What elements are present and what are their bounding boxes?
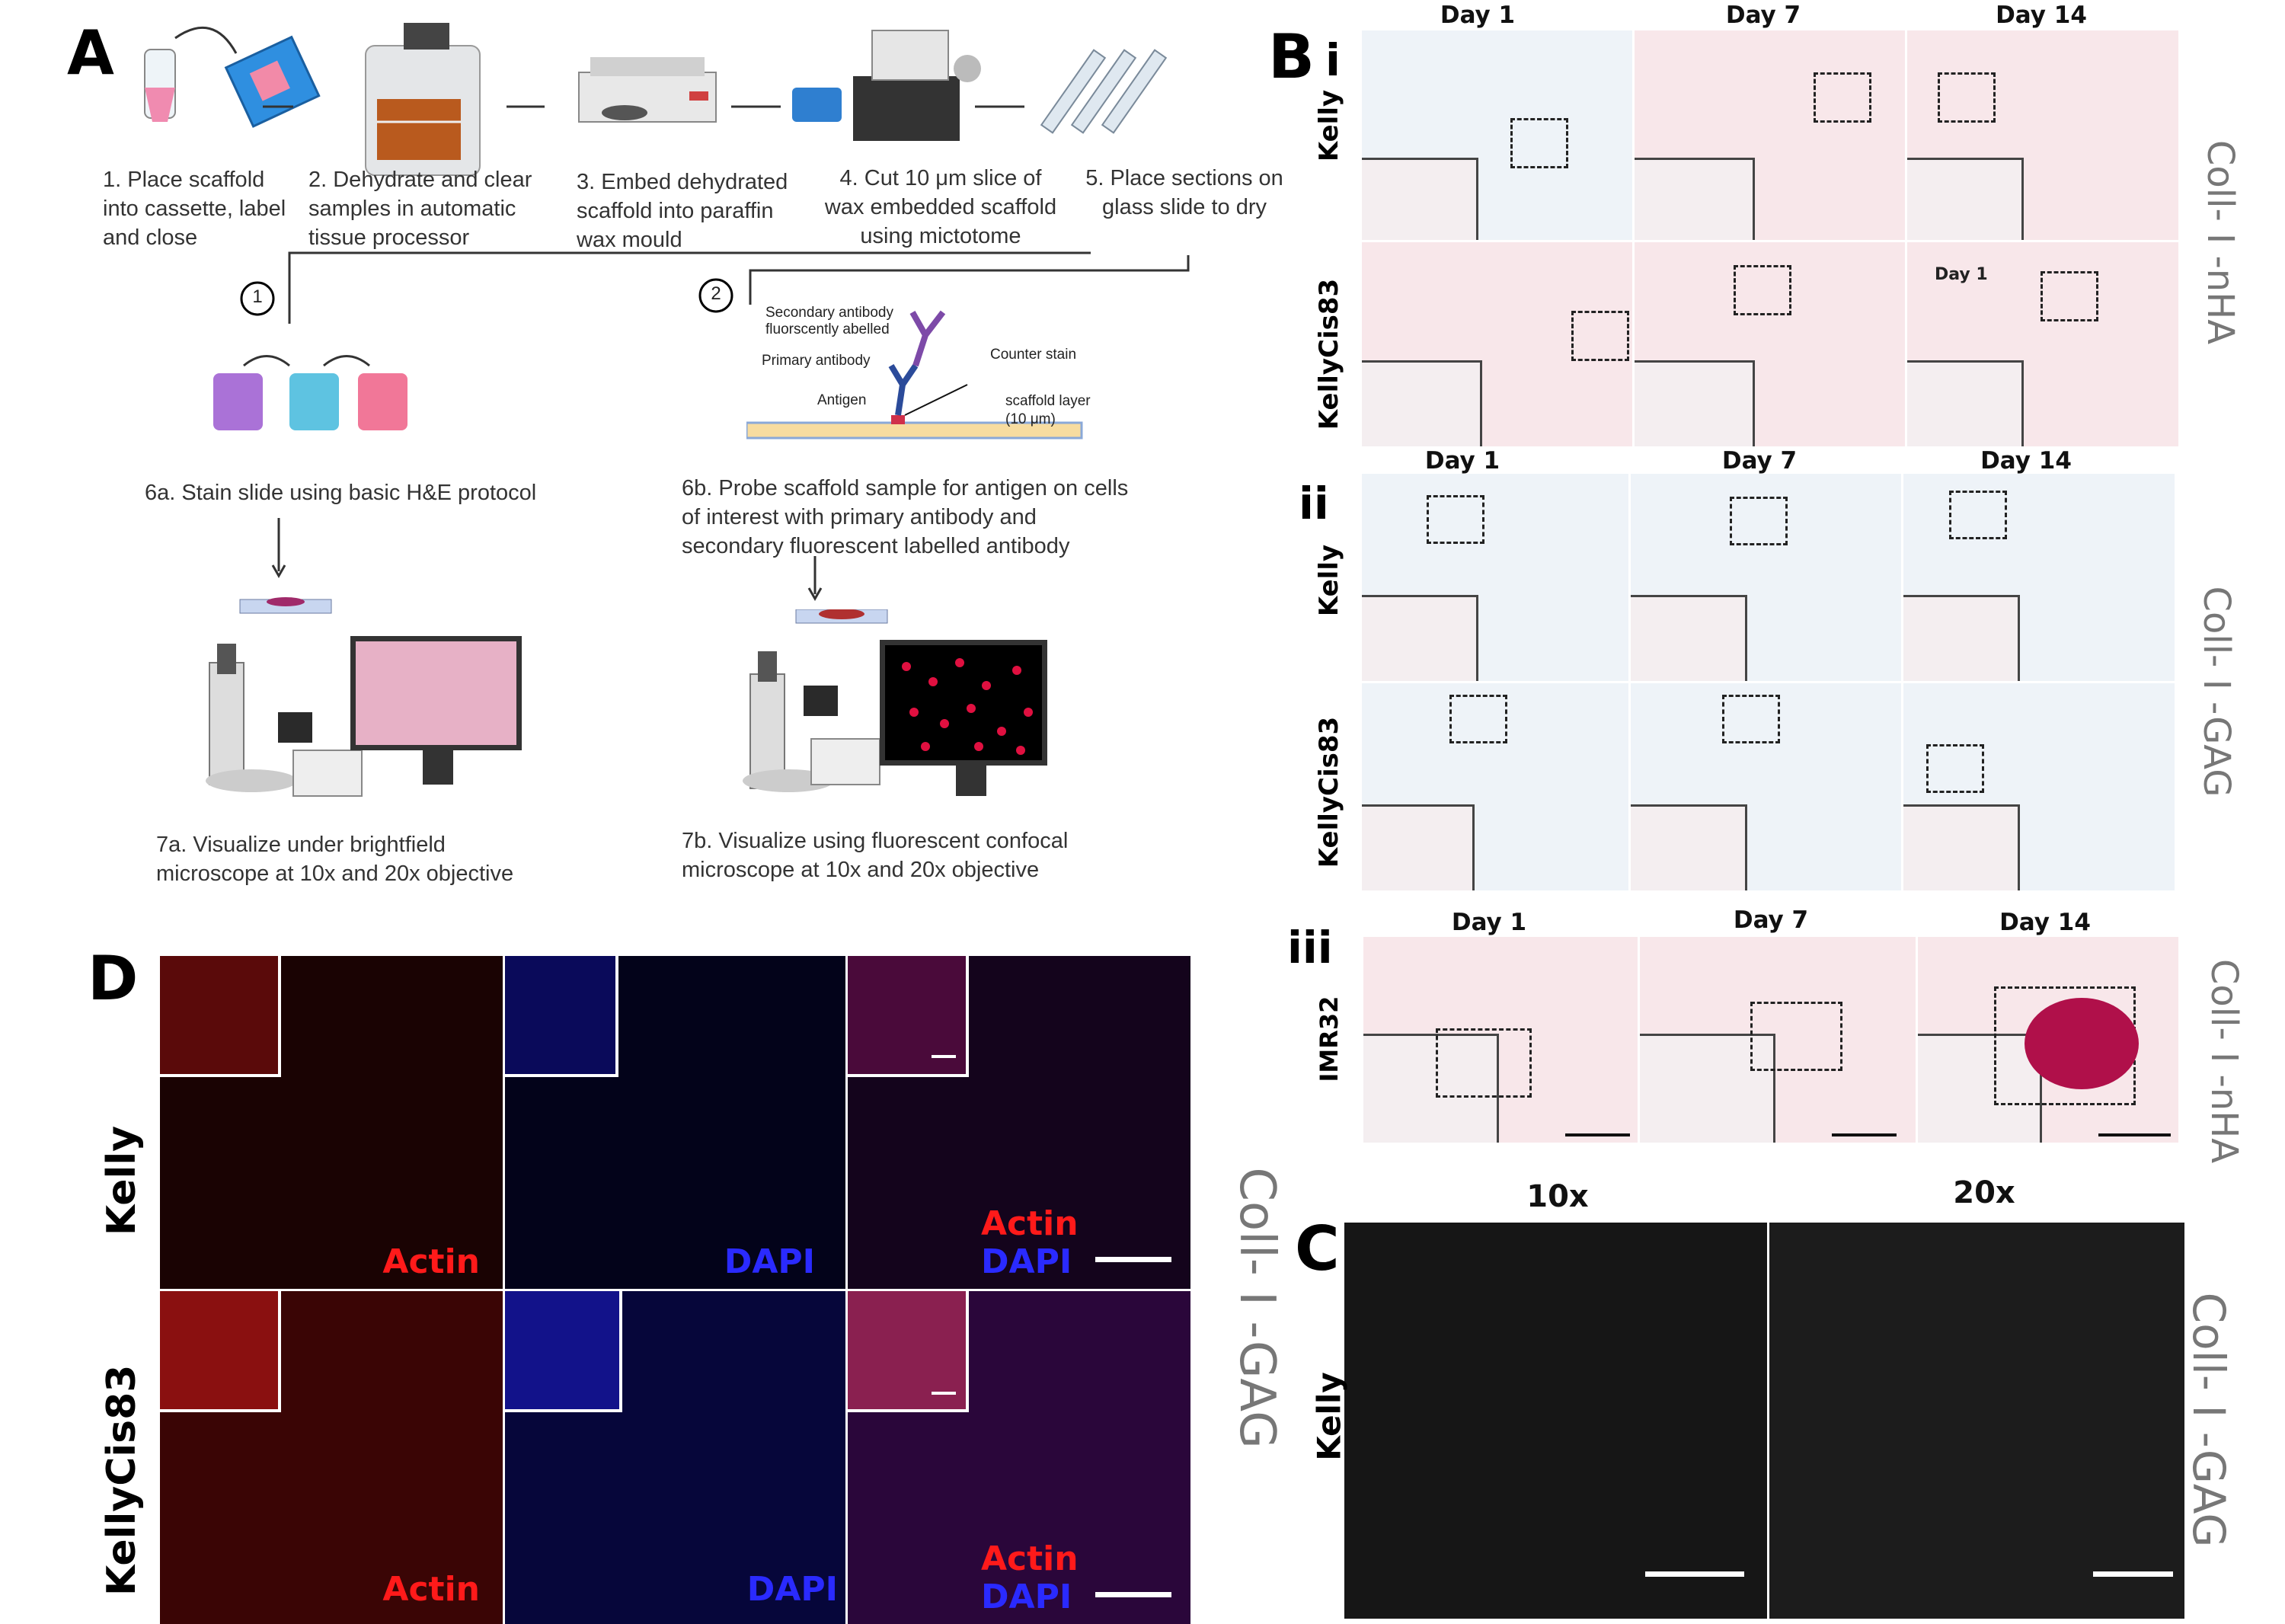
bii-kellycis-day14 (1903, 683, 2175, 890)
subpanel-label-iii: iii (1287, 922, 1333, 973)
biii-day-7: Day 7 (1733, 906, 1809, 934)
glass-slides-icon (1040, 49, 1168, 134)
panel-label-d: D (88, 943, 139, 1014)
bi-kelly-day1 (1362, 30, 1632, 240)
bi-kelly-label: Kelly (1314, 89, 1344, 162)
panel-label-b: B (1268, 21, 1315, 92)
biii-day-1: Day 1 (1451, 909, 1527, 936)
bii-kellycis-day1 (1362, 683, 1628, 890)
subpanel-label-i: i (1325, 34, 1341, 86)
antigen-label: Antigen (817, 392, 867, 408)
d-kellycis-merge-actin-label: Actin (981, 1539, 1079, 1578)
bii-kelly-label: Kelly (1314, 544, 1344, 617)
d-kellycis-merge: Actin DAPI (848, 1291, 1190, 1624)
down-arrows (271, 518, 823, 602)
d-scaffold-label: Coll- I -GAG (1229, 1167, 1285, 1449)
bi-kellycis-day14 (1907, 242, 2178, 446)
panel-label-a: A (67, 18, 114, 88)
d-kelly-actin: Actin (160, 956, 503, 1289)
step-7a-text: 7a. Visualize under brightfield microsco… (156, 833, 514, 886)
biii-imr32-label: IMR32 (1315, 996, 1344, 1082)
bii-kellycis-label: KellyCis83 (1314, 716, 1344, 868)
confocal-microscope-icon (743, 609, 1047, 796)
cassette-icon (224, 35, 321, 128)
d-kelly-merge-dapi-label: DAPI (981, 1242, 1072, 1281)
route-number-1: 1 (252, 286, 263, 307)
primary-antibody-label: Primary antibody (762, 353, 871, 369)
c-kelly-20x (1769, 1223, 2184, 1619)
bi-kellycis-label: KellyCis83 (1314, 278, 1344, 430)
d-kellycis-actin-label: Actin (382, 1570, 480, 1609)
staining-jars-icon (213, 355, 407, 430)
biii-scaffold-label: Coll- I -nHA (2203, 958, 2245, 1164)
bi-kelly-day14 (1907, 30, 2178, 240)
bii-kelly-day1 (1362, 474, 1628, 681)
route-lines (240, 251, 1190, 324)
bi-kellycis-day1 (1362, 242, 1632, 446)
bi-day-1: Day 1 (1440, 2, 1516, 29)
d-kellycis-dapi: DAPI (505, 1291, 845, 1624)
step-4-text: 4. Cut 10 μm slice of wax embedded scaff… (824, 166, 1057, 248)
d-kelly-dapi-label: DAPI (724, 1242, 815, 1281)
subpanel-label-ii: ii (1299, 478, 1329, 529)
d-kellycis-merge-dapi-label: DAPI (981, 1578, 1072, 1616)
curve-arrow-icon (174, 26, 238, 54)
d-kellycis-label: KellyCis83 (99, 1364, 145, 1597)
bi-kellycis-day7 (1635, 242, 1905, 446)
antibody-diagram (746, 310, 1083, 440)
microtome-icon (792, 30, 981, 141)
biii-imr32-day14 (1918, 937, 2178, 1143)
bi-kelly-day7 (1635, 30, 1905, 240)
d-kelly-actin-label: Actin (382, 1242, 480, 1281)
bii-day-14: Day 14 (1980, 447, 2072, 475)
bi-day-14: Day 14 (1996, 2, 2087, 29)
bi-day-7: Day 7 (1725, 2, 1801, 29)
c-mag-10x: 10x (1526, 1179, 1589, 1214)
d-kelly-merge: Actin DAPI (848, 956, 1190, 1289)
biii-day-14: Day 14 (1999, 909, 2091, 936)
tissue-processor-icon (365, 23, 481, 176)
step-3-text: 3. Embed dehydrated scaffold into paraff… (577, 170, 788, 252)
c-mag-20x: 20x (1953, 1175, 2015, 1210)
bi-inner-day-label: Day 1 (1935, 265, 1988, 284)
panel-label-c: C (1295, 1213, 1340, 1284)
step-2-text: 2. Dehydrate and clear samples in automa… (308, 168, 532, 250)
bii-day-1: Day 1 (1424, 447, 1500, 475)
d-kellycis-dapi-label: DAPI (746, 1570, 838, 1609)
biii-imr32-day7 (1640, 937, 1916, 1143)
c-scaffold-label: Coll- I -GAG (2183, 1292, 2235, 1548)
route-number-2: 2 (711, 283, 721, 304)
c-kelly-10x (1344, 1223, 1767, 1619)
c-kelly-label: Kelly (1310, 1372, 1348, 1461)
bii-kelly-day14 (1903, 474, 2175, 681)
bii-kellycis-day7 (1631, 683, 1901, 890)
d-kelly-dapi: DAPI (505, 956, 845, 1289)
bii-scaffold-label: Coll- I -GAG (2195, 586, 2238, 798)
secondary-antibody-label: Secondary antibody fluorscently abelled (765, 305, 893, 337)
step-5-text: 5. Place sections on glass slide to dry (1085, 166, 1283, 219)
counter-stain-label: Counter stain (990, 347, 1077, 363)
bii-kelly-day7 (1631, 474, 1901, 681)
step-6b-text: 6b. Probe scaffold sample for antigen on… (682, 476, 1129, 558)
workflow-icons (144, 23, 1168, 176)
d-kelly-label: Kelly (99, 1125, 145, 1236)
tube-icon (144, 49, 176, 122)
step-7b-text: 7b. Visualize using fluorescent confocal… (682, 829, 1069, 882)
bii-day-7: Day 7 (1721, 447, 1798, 475)
step-1-text: 1. Place scaffold into cassette, label a… (103, 168, 286, 250)
biii-imr32-day1 (1363, 937, 1638, 1143)
d-kellycis-actin: Actin (160, 1291, 503, 1624)
brightfield-microscope-icon (206, 597, 522, 797)
step-6a-text: 6a. Stain slide using basic H&E protocol (145, 481, 537, 505)
d-kelly-merge-actin-label: Actin (981, 1204, 1079, 1243)
scaffold-layer-label: scaffold layer (10 μm) (1005, 393, 1091, 427)
embedding-station-icon (578, 57, 717, 123)
bi-scaffold-label: Coll- I -nHA (2199, 139, 2242, 345)
